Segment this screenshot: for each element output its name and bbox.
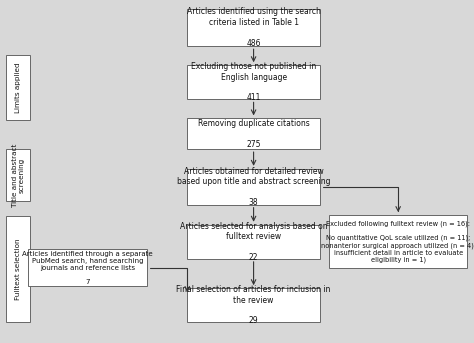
Text: Fulltext selection: Fulltext selection [15, 238, 21, 300]
FancyBboxPatch shape [187, 118, 320, 149]
FancyBboxPatch shape [6, 55, 30, 120]
Text: Excluded following fulltext review (n = 16):

No quantitative QoL scale utilized: Excluded following fulltext review (n = … [320, 220, 474, 263]
Text: Final selection of articles for inclusion in
the review

29: Final selection of articles for inclusio… [176, 285, 331, 326]
Text: Title and abstract
screening: Title and abstract screening [11, 143, 25, 206]
FancyBboxPatch shape [187, 169, 320, 205]
FancyBboxPatch shape [329, 215, 467, 268]
FancyBboxPatch shape [187, 9, 320, 46]
Text: Articles obtained for detailed review
based upon title and abstract screening

3: Articles obtained for detailed review ba… [177, 167, 330, 207]
FancyBboxPatch shape [187, 65, 320, 99]
FancyBboxPatch shape [6, 216, 30, 322]
FancyBboxPatch shape [187, 225, 320, 259]
Text: Excluding those not published in
English language

411: Excluding those not published in English… [191, 62, 316, 103]
FancyBboxPatch shape [187, 288, 320, 322]
FancyBboxPatch shape [6, 149, 30, 201]
FancyBboxPatch shape [28, 249, 147, 286]
Text: Limits applied: Limits applied [15, 62, 21, 113]
Text: Articles selected for analysis based on
fulltext review

22: Articles selected for analysis based on … [180, 222, 328, 262]
Text: Removing duplicate citations

275: Removing duplicate citations 275 [198, 119, 310, 149]
Text: Articles identified using the search
criteria listed in Table 1

486: Articles identified using the search cri… [187, 7, 320, 48]
Text: Articles identified through a separate
PubMed search, hand searching
journals an: Articles identified through a separate P… [22, 250, 153, 285]
